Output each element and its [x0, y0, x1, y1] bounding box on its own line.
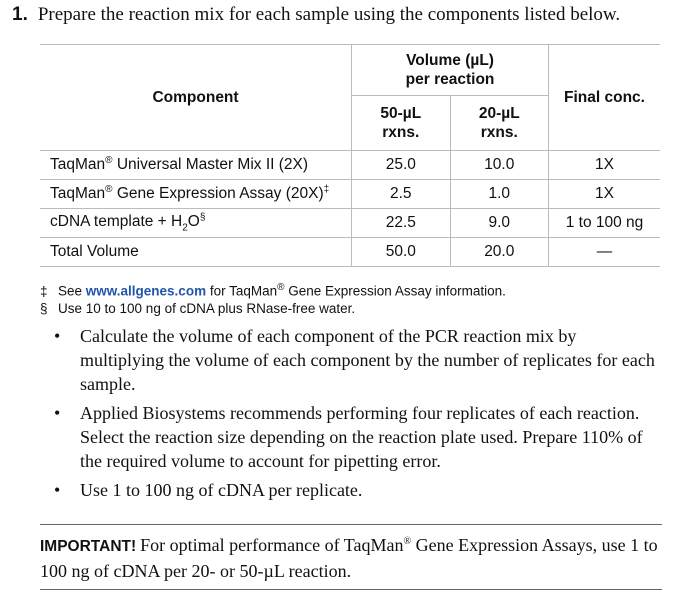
volume-20-cell: 20.0: [449, 237, 549, 267]
footnote-symbol: §: [40, 300, 48, 316]
table-footnotes: ‡ See www.allgenes.com for TaqMan® Gene E…: [40, 279, 506, 317]
final-conc-cell: 1X: [548, 179, 660, 209]
list-item: • Use 1 to 100 ng of cDNA per replicate.: [54, 480, 363, 500]
step-text: Prepare the reaction mix for each sample…: [37, 4, 621, 25]
volume-50-cell: 22.5: [351, 208, 451, 238]
bullet-icon: •: [54, 326, 61, 346]
instruction-bullets: • Calculate the volume of each component …: [52, 324, 662, 507]
volume-50-cell: 50.0: [351, 237, 451, 267]
important-label: IMPORTANT!: [40, 538, 137, 555]
footnote-1: ‡ See www.allgenes.com for TaqMan® Gene E…: [40, 282, 506, 299]
bullet-icon: •: [54, 480, 61, 500]
important-note: IMPORTANT! For optimal performance of Taq…: [40, 524, 662, 590]
volume-50-cell: 2.5: [351, 179, 451, 209]
table-row: cDNA template + H2O§ 22.5 9.0 1 to 100 n…: [40, 208, 660, 238]
footnote-2: § Use 10 to 100 ng of cDNA plus RNase-fre…: [40, 300, 356, 316]
component-cell: TaqMan® Universal Master Mix II (2X): [40, 150, 352, 180]
volume-20-cell: 9.0: [449, 208, 549, 238]
header-component: Component: [40, 44, 352, 151]
header-volume-line1: Volume (µL): [406, 52, 494, 69]
header-volume-line2: per reaction: [405, 71, 495, 88]
component-cell: TaqMan® Gene Expression Assay (20X)‡: [40, 179, 352, 209]
step-number: 1.: [12, 4, 28, 25]
step-instruction: 1. Prepare the reaction mix for each samp…: [12, 4, 682, 26]
final-conc-cell: —: [548, 237, 660, 267]
allgenes-link[interactable]: www.allgenes.com: [85, 283, 207, 299]
bullet-icon: •: [54, 403, 61, 423]
list-item: • Applied Biosystems recommends performin…: [54, 403, 643, 471]
header-20ul: 20-µL rxns.: [449, 95, 549, 151]
table-row: TaqMan® Universal Master Mix II (2X) 25.…: [40, 150, 660, 180]
header-50ul-line2: rxns.: [382, 124, 420, 141]
final-conc-cell: 1 to 100 ng: [548, 208, 660, 238]
volume-20-cell: 10.0: [449, 150, 549, 180]
header-20ul-line2: rxns.: [480, 124, 518, 141]
header-volume: Volume (µL) per reaction: [351, 44, 549, 96]
header-final-conc: Final conc.: [548, 44, 660, 151]
volume-50-cell: 25.0: [351, 150, 451, 180]
header-20ul-line1: 20-µL: [478, 105, 520, 122]
component-cell: cDNA template + H2O§: [40, 208, 352, 238]
volume-20-cell: 1.0: [449, 179, 549, 209]
table-row-total: Total Volume 50.0 20.0 —: [40, 237, 660, 267]
reaction-mix-table: Component Volume (µL) per reaction Final…: [40, 44, 660, 267]
component-cell: Total Volume: [40, 237, 352, 267]
list-item: • Calculate the volume of each component …: [54, 326, 655, 394]
header-50ul-line1: 50-µL: [380, 105, 422, 122]
table-row: TaqMan® Gene Expression Assay (20X)‡ 2.5…: [40, 179, 660, 209]
header-50ul: 50-µL rxns.: [351, 95, 451, 151]
footnote-symbol: ‡: [40, 283, 48, 299]
final-conc-cell: 1X: [548, 150, 660, 180]
